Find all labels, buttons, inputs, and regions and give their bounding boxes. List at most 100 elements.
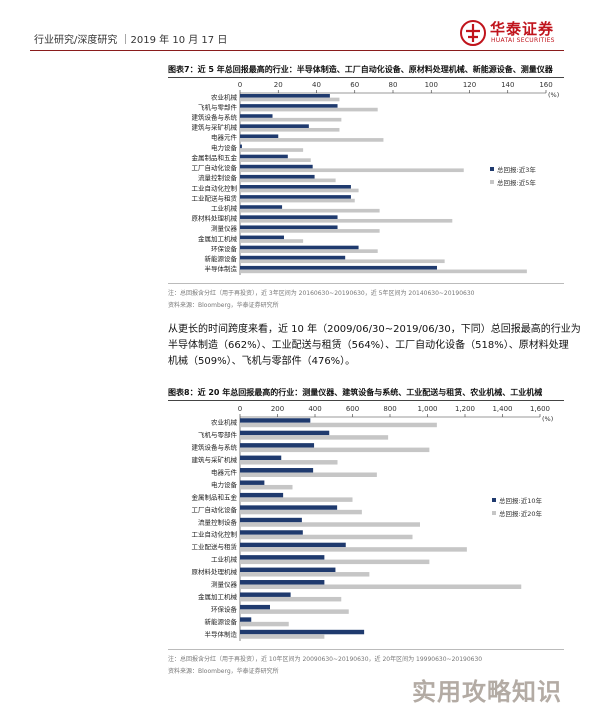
bar-series-1 xyxy=(240,505,338,510)
bar-series-1 xyxy=(240,580,325,585)
x-tick-label: 0 xyxy=(238,405,242,413)
category-label: 工业配送与租赁 xyxy=(192,542,238,551)
x-tick-label: 0 xyxy=(238,81,242,89)
bar-series-2 xyxy=(240,239,304,243)
bar-series-1 xyxy=(240,517,302,523)
legend-label: 总回报:近5年 xyxy=(497,178,536,187)
bar-series-1 xyxy=(240,617,252,622)
x-tick-label: 1,400 xyxy=(492,405,512,413)
figure7-source: 资料来源：Bloomberg，华泰证券研究所 xyxy=(168,302,279,309)
body-paragraph: 从更长的时间跨度来看，近 10 年（2009/06/30~2019/06/30，… xyxy=(168,322,581,370)
figure7-bottom-rule xyxy=(168,283,564,284)
bar-series-1 xyxy=(240,134,279,139)
header-divider xyxy=(30,50,564,51)
bar-series-2 xyxy=(240,609,349,614)
bar-series-2 xyxy=(240,547,467,552)
category-label: 测量仪器 xyxy=(211,225,238,233)
legend-label: 总回报:近20年 xyxy=(499,509,542,518)
bar-series-2 xyxy=(240,460,338,465)
x-tick-label: 120 xyxy=(463,81,476,89)
bar-series-2 xyxy=(240,148,304,152)
bar-series-1 xyxy=(240,195,351,199)
page-header: 行业研究/深度研究 ｜2019 年 10 月 17 日 华泰证券 HUATAI … xyxy=(0,0,594,52)
figure8-source: 资料来源：Bloomberg，华泰证券研究所 xyxy=(168,668,279,675)
bar-series-1 xyxy=(240,629,365,635)
category-label: 工厂自动化设备 xyxy=(192,163,238,172)
bar-series-1 xyxy=(240,164,313,169)
bar-series-2 xyxy=(240,584,522,589)
watermark: 实用攻略知识 xyxy=(412,678,562,706)
bar-series-2 xyxy=(240,422,437,428)
bar-series-2 xyxy=(240,138,384,142)
logo-text-cn: 华泰证券 xyxy=(490,20,555,38)
bar-series-1 xyxy=(240,443,315,448)
bar-series-2 xyxy=(240,497,353,502)
category-label: 电器元件 xyxy=(211,133,238,142)
bar-series-1 xyxy=(240,94,330,98)
figure8-title: 图表8：近 20 年总回报最高的行业：测量仪器、建筑设备与系统、工业配送与租赁、… xyxy=(168,388,543,397)
x-tick-label: 1,200 xyxy=(455,405,475,413)
bar-series-1 xyxy=(240,604,270,610)
bar-series-2 xyxy=(240,509,362,515)
bar-series-1 xyxy=(240,154,288,159)
bar-series-1 xyxy=(240,567,336,573)
category-label: 工业配送与租赁 xyxy=(192,193,238,202)
bar-series-2 xyxy=(240,168,464,173)
x-tick-label: 160 xyxy=(539,81,552,89)
bar-series-2 xyxy=(240,472,377,477)
bar-series-2 xyxy=(240,117,342,122)
category-label: 金属加工机械 xyxy=(198,592,238,601)
legend-label: 总回报:近3年 xyxy=(497,165,536,174)
legend-swatch xyxy=(490,167,494,171)
category-label: 工业自动化控制 xyxy=(192,530,238,539)
unit-label: (%) xyxy=(548,91,559,99)
category-label: 农业机械 xyxy=(211,92,238,101)
bar-series-2 xyxy=(240,198,355,203)
bar-series-2 xyxy=(240,634,325,639)
x-tick-label: 20 xyxy=(274,81,283,89)
category-label: 农业机械 xyxy=(211,418,238,427)
figure7-note: 注：总回报含分红（用于再投资），近 3年区间为 20160630~2019063… xyxy=(168,290,475,297)
bar-series-1 xyxy=(240,255,346,260)
figure7-title: 图表7：近 5 年总回报最高的行业：半导体制造、工厂自动化设备、原材料处理机械、… xyxy=(168,65,553,74)
x-tick-label: 60 xyxy=(350,81,359,89)
category-label: 电力设备 xyxy=(211,480,238,489)
x-tick-label: 400 xyxy=(308,405,321,413)
header-text: 行业研究/深度研究 ｜2019 年 10 月 17 日 xyxy=(34,35,228,46)
bar-series-1 xyxy=(240,245,359,250)
bar-series-2 xyxy=(240,522,420,527)
bar-series-2 xyxy=(240,107,378,112)
category-label: 新能源设备 xyxy=(205,617,238,626)
bar-series-2 xyxy=(240,534,413,540)
category-label: 流量控制设备 xyxy=(198,173,238,182)
bar-series-2 xyxy=(240,621,289,627)
bar-series-2 xyxy=(240,435,389,440)
bar-series-2 xyxy=(240,484,293,490)
legend-swatch xyxy=(492,511,496,515)
category-label: 环保设备 xyxy=(211,244,238,253)
bar-series-1 xyxy=(240,215,338,219)
figure8-rule xyxy=(168,400,564,401)
category-label: 原材料处理机械 xyxy=(192,214,238,223)
bar-series-2 xyxy=(240,208,380,213)
legend-swatch xyxy=(490,180,494,184)
bar-series-2 xyxy=(240,259,445,264)
bar-series-2 xyxy=(240,572,370,577)
category-label: 工业机械 xyxy=(211,555,238,564)
bar-series-1 xyxy=(240,542,346,548)
category-label: 飞机与零部件 xyxy=(198,430,238,439)
x-tick-label: 1,600 xyxy=(530,405,550,413)
bar-series-2 xyxy=(240,447,430,453)
bar-series-1 xyxy=(240,114,273,118)
category-label: 半导体制造 xyxy=(205,629,238,638)
x-tick-label: 80 xyxy=(389,81,398,89)
bar-series-2 xyxy=(240,127,340,132)
category-label: 半导体制造 xyxy=(205,264,238,273)
bar-series-2 xyxy=(240,188,359,193)
figure7-chart: 0 20 40 60 80 100 120 140 160 (%) 农业机械飞机与零部件建筑设备与系… xyxy=(192,81,559,275)
bar-series-1 xyxy=(240,174,315,179)
category-label: 电力设备 xyxy=(211,143,238,152)
x-tick-label: 800 xyxy=(383,405,396,413)
paragraph-line: 机械（509%）、飞机与零部件（476%）。 xyxy=(168,356,356,367)
figure8-chart: 0 200 400 600 800 1,000 1,200 1,400 1,600 (%) 农业机械… xyxy=(192,405,553,641)
